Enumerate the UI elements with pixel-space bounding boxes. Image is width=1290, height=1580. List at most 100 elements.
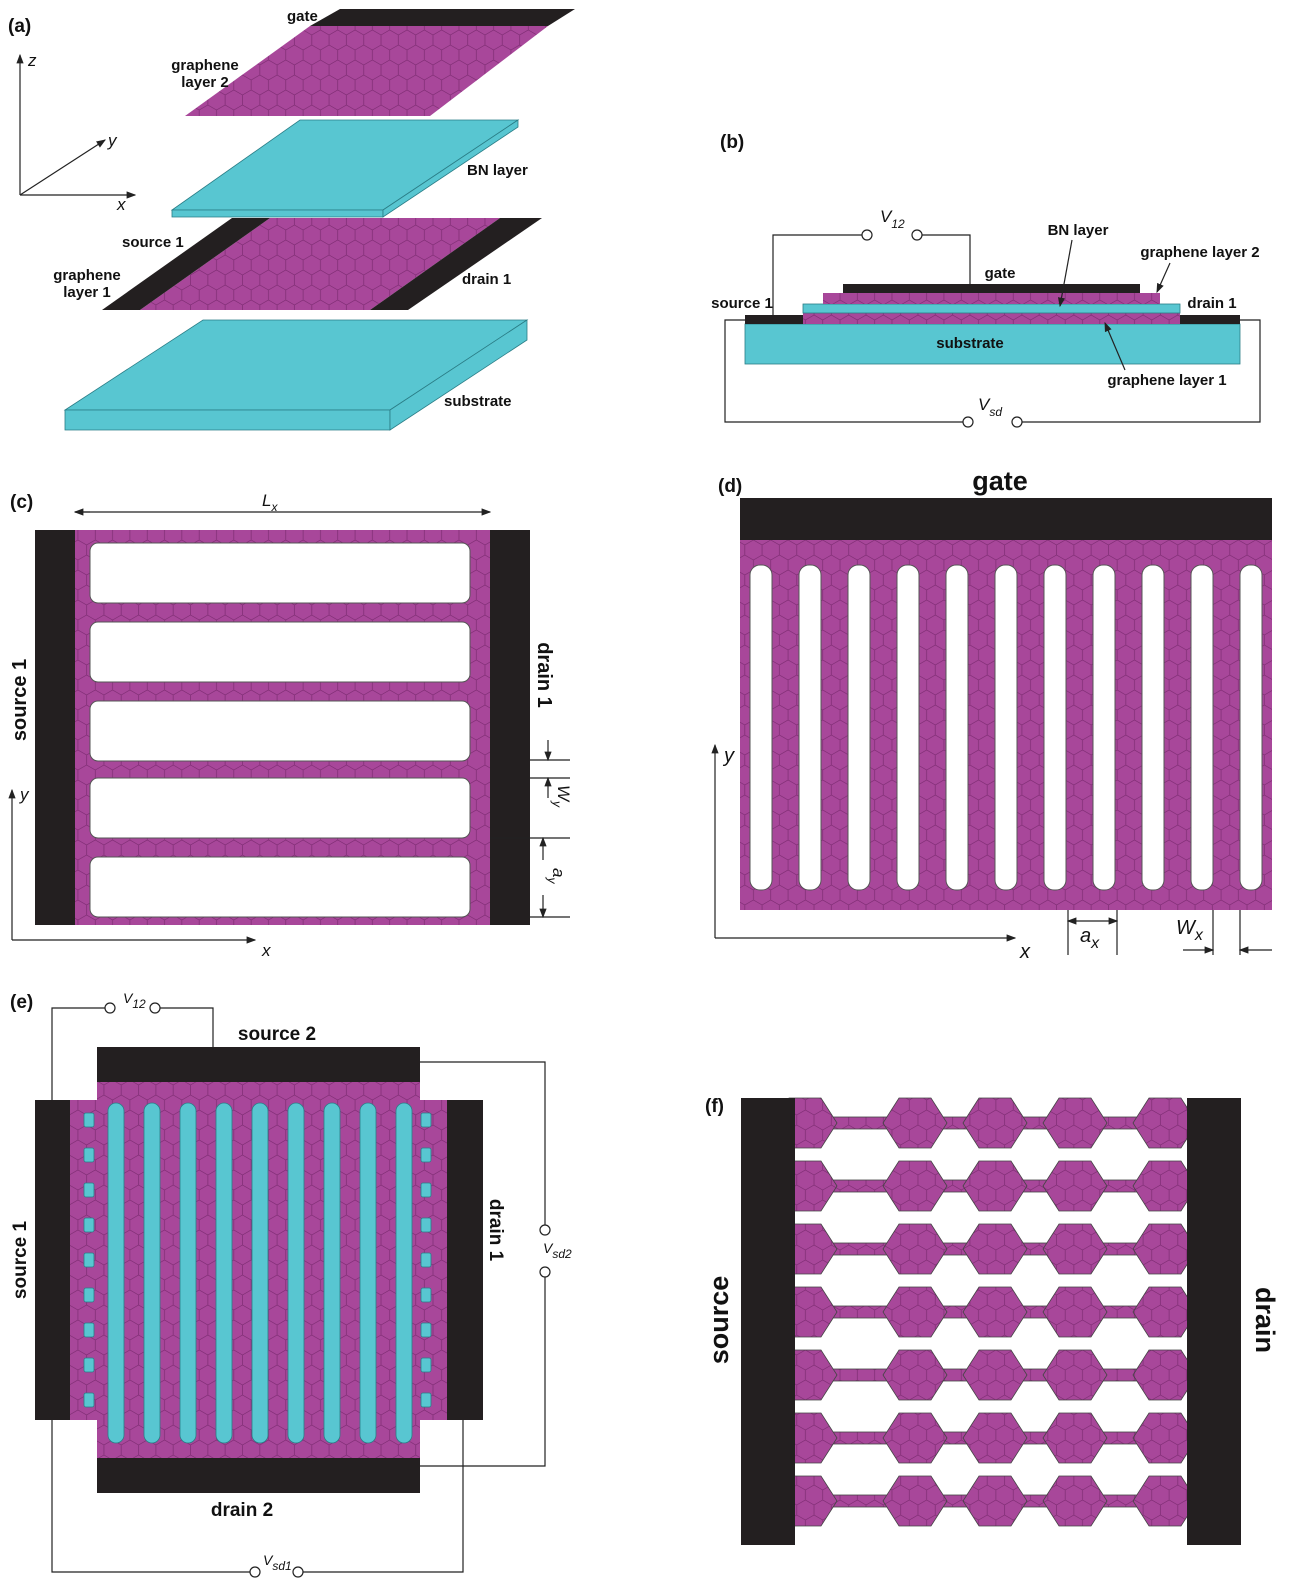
axis: [20, 140, 105, 195]
subscript: x: [270, 500, 278, 514]
terminal: [150, 1003, 160, 1013]
slot: [946, 565, 968, 890]
label: graphene layer 1: [1107, 372, 1226, 389]
source-contact: [745, 315, 803, 324]
square: [421, 1323, 431, 1337]
slot: [324, 1103, 340, 1443]
slot: [216, 1103, 232, 1443]
label: source 1: [10, 1220, 31, 1299]
hole: [90, 701, 470, 761]
subscript: 12: [132, 997, 146, 1011]
square: [84, 1183, 94, 1197]
axis-label: y: [19, 785, 30, 804]
slot: [396, 1103, 412, 1443]
label: source 1: [122, 234, 184, 251]
label: drain: [1250, 1287, 1280, 1353]
axis-label: z: [27, 51, 37, 70]
label: BN layer: [1048, 222, 1109, 239]
bead: [1043, 1413, 1107, 1463]
dimension-label: Wx: [1176, 917, 1204, 944]
bead: [883, 1098, 947, 1148]
drain-contact: [447, 1100, 483, 1420]
label: source: [704, 1276, 734, 1365]
page: (a) z y x gate graphene layer 2 BN layer…: [0, 0, 1290, 1580]
slot: [1142, 565, 1164, 890]
bead: [883, 1413, 947, 1463]
graphene-layer: [803, 313, 1180, 324]
axis-label: y: [722, 745, 735, 767]
terminal: [540, 1225, 550, 1235]
panel-label: (f): [705, 1096, 724, 1117]
gate-contact: [843, 284, 1140, 293]
subscript: y: [545, 876, 559, 884]
label: source 1: [711, 295, 773, 312]
panel-d: (d) gate y x ax Wx: [715, 466, 1272, 963]
bead: [1043, 1287, 1107, 1337]
graphene-layer: [823, 293, 1160, 304]
panel-b: (b) V12 Vsd gate BN layer graphene layer…: [711, 132, 1260, 427]
gate-strip: [310, 9, 575, 26]
terminal: [540, 1267, 550, 1277]
hole: [90, 778, 470, 838]
substrate-side: [65, 410, 390, 430]
slot: [288, 1103, 304, 1443]
drain-contact: [490, 530, 530, 925]
subscript: x: [1090, 935, 1100, 952]
symbol: a: [1080, 925, 1091, 947]
gate-contact: [740, 498, 1272, 540]
terminal: [862, 230, 872, 240]
bead: [1043, 1350, 1107, 1400]
symbol: L: [262, 491, 271, 510]
slot: [252, 1103, 268, 1443]
bead: [963, 1350, 1027, 1400]
hole: [90, 622, 470, 682]
subscript: 12: [891, 217, 905, 231]
square: [421, 1393, 431, 1407]
bead: [963, 1161, 1027, 1211]
slot: [1093, 565, 1115, 890]
panel-a: (a) z y x gate graphene layer 2 BN layer…: [8, 8, 575, 430]
panel-label: (b): [720, 132, 744, 153]
label: gate: [972, 466, 1028, 496]
label: graphene layer 2: [1140, 244, 1259, 261]
bead: [963, 1224, 1027, 1274]
dimension-label: Wy: [550, 785, 573, 808]
label: graphene: [171, 57, 239, 74]
slot: [848, 565, 870, 890]
square: [84, 1218, 94, 1232]
drain-contact: [1180, 315, 1240, 324]
bead: [1043, 1476, 1107, 1526]
subscript: sd: [989, 405, 1002, 419]
bead: [1043, 1161, 1107, 1211]
subscript: y: [550, 800, 564, 808]
voltage-label: V12: [880, 207, 905, 231]
label: layer 2: [181, 74, 229, 91]
panel-e: (e) V12 Vsd2 Vsd1 source 2 drain 2 sourc…: [10, 990, 572, 1577]
square: [421, 1253, 431, 1267]
symbol: a: [549, 868, 568, 877]
drain-contact: [97, 1458, 420, 1493]
slot: [108, 1103, 124, 1443]
label: substrate: [444, 393, 512, 410]
square: [421, 1148, 431, 1162]
terminal: [912, 230, 922, 240]
voltage-label: V12: [123, 990, 146, 1011]
terminal: [963, 417, 973, 427]
label: graphene: [53, 267, 121, 284]
square: [421, 1183, 431, 1197]
figure: (a) z y x gate graphene layer 2 BN layer…: [0, 0, 1290, 1580]
subscript: x: [1194, 927, 1204, 944]
bead: [883, 1224, 947, 1274]
slot: [1191, 565, 1213, 890]
label: substrate: [936, 335, 1004, 352]
bead: [883, 1476, 947, 1526]
label: gate: [287, 8, 318, 25]
square: [421, 1358, 431, 1372]
bead: [963, 1476, 1027, 1526]
square: [84, 1323, 94, 1337]
graphene-layer: [185, 26, 548, 116]
wire: [922, 235, 970, 284]
bead: [963, 1413, 1027, 1463]
source-contact: [35, 530, 75, 925]
square: [421, 1218, 431, 1232]
